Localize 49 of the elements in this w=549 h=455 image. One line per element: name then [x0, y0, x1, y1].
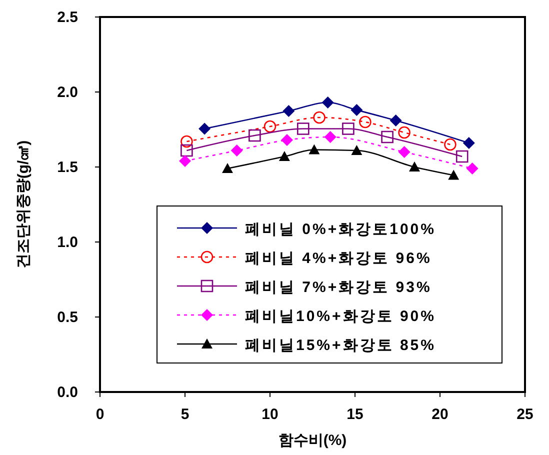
point	[466, 162, 478, 174]
point	[264, 120, 276, 133]
legend-label: 폐비닐 7%+화강토 93%	[245, 279, 432, 296]
point	[324, 131, 336, 143]
y-tick-label: 1.0	[57, 234, 78, 251]
point	[398, 146, 410, 158]
point	[351, 145, 362, 155]
point	[180, 135, 193, 148]
point	[409, 162, 420, 172]
point	[281, 134, 293, 146]
legend-label: 폐비닐 0%+화강토100%	[245, 221, 436, 238]
point	[248, 129, 261, 142]
point	[230, 144, 243, 156]
y-tick-label: 1.5	[57, 159, 78, 176]
x-axis-title: 함수비(%)	[278, 432, 347, 449]
point	[278, 151, 290, 161]
y-axis-title: 건조단위중량(g/㎤)	[15, 140, 32, 269]
point	[390, 114, 402, 126]
y-tick-label: 0.0	[57, 384, 78, 401]
x-tick-label: 15	[346, 406, 364, 423]
point	[444, 138, 456, 151]
point	[313, 111, 326, 124]
point	[282, 105, 295, 118]
point	[308, 144, 320, 154]
point	[381, 130, 394, 144]
legend-label: 폐비닐10%+화강토 90%	[245, 308, 436, 325]
x-tick-label: 25	[516, 406, 534, 423]
point	[462, 137, 475, 149]
y-tick-label: 0.5	[57, 309, 78, 326]
point	[222, 163, 233, 173]
x-tick-label: 0	[96, 406, 104, 423]
point	[398, 126, 410, 139]
point	[448, 170, 460, 180]
point	[456, 150, 468, 163]
point	[180, 144, 193, 157]
legend-label: 폐비닐15%+화강토 85%	[245, 337, 436, 354]
point	[322, 96, 334, 108]
x-tick-label: 10	[262, 406, 278, 423]
point	[350, 104, 363, 116]
legend-label: 폐비닐 4%+화강토 96%	[245, 250, 432, 267]
y-tick-label: 2.5	[57, 9, 78, 26]
point	[297, 122, 310, 135]
x-tick-label: 5	[180, 406, 190, 423]
point	[198, 122, 211, 135]
x-tick-label: 20	[432, 406, 448, 423]
y-tick-label: 2.0	[57, 84, 78, 101]
point	[359, 116, 372, 128]
point	[342, 122, 354, 135]
point	[179, 155, 191, 167]
